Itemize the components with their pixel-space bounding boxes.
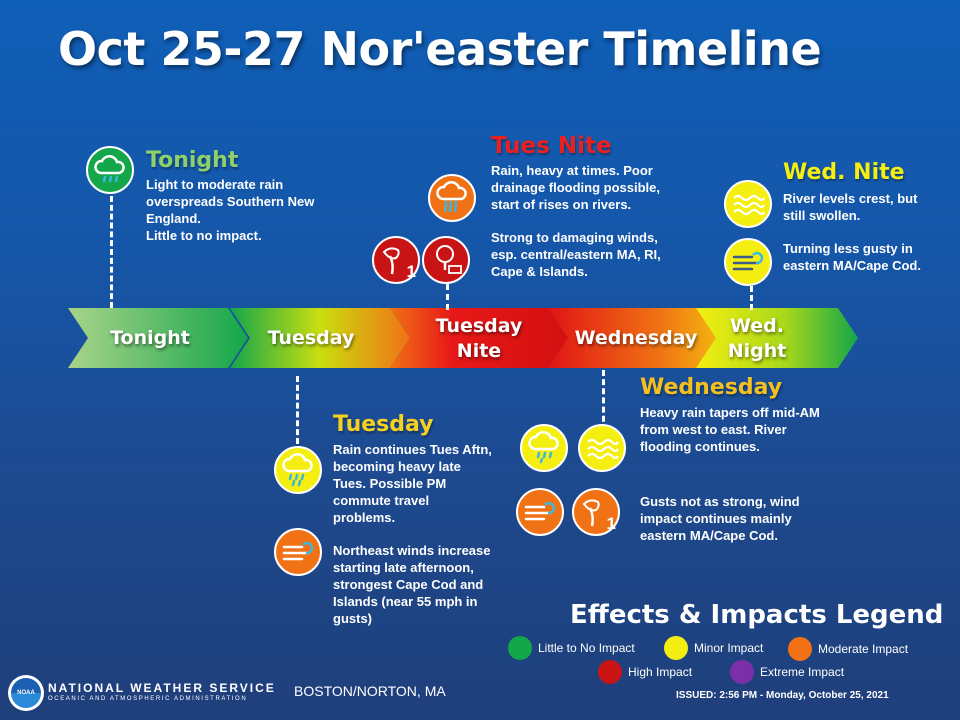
connector-tuesday — [296, 376, 299, 444]
noaa-logo-text: NOAA — [17, 690, 35, 696]
legend-dot-green — [508, 636, 532, 660]
segment-label-tuesday-nite: Tuesday Nite — [435, 315, 523, 362]
wednesday-description: Heavy rain tapers off mid-AM from west t… — [640, 404, 840, 560]
tuesday-description: Rain continues Tues Aftn, becoming heavy… — [333, 441, 493, 643]
badge-number: 1 — [406, 262, 416, 281]
tonight-line-1: Light to moderate rain overspreads South… — [146, 177, 315, 226]
legend-item-moderate: Moderate Impact — [788, 637, 908, 661]
wed-nite-heading: Wed. Nite — [783, 160, 905, 185]
legend-label: Extreme Impact — [760, 665, 845, 679]
legend-label: Minor Impact — [694, 641, 764, 655]
connector-tonight — [110, 196, 113, 308]
bent-tree-icon: 1 — [572, 488, 620, 536]
segment-label-wed-night: Wed. Night — [727, 315, 787, 362]
badge-number: 1 — [606, 514, 616, 533]
heavy-rain-cloud-icon — [428, 174, 476, 222]
tonight-description: Light to moderate rain overspreads South… — [146, 176, 346, 244]
noaa-emblem-icon: NOAA — [11, 678, 41, 708]
tonight-line-2: Little to no impact. — [146, 228, 262, 243]
tues-nite-wind-text: Strong to damaging winds, esp. central/e… — [491, 230, 661, 279]
tuesday-wind-text: Northeast winds increase starting late a… — [333, 543, 491, 626]
timeline-segment-wednesday — [548, 308, 732, 368]
timeline-segment-tuesday-nite — [390, 308, 568, 368]
wed-nite-river-text: River levels crest, but still swollen. — [783, 191, 918, 223]
footer-agency-sub: OCEANIC AND ATMOSPHERIC ADMINISTRATION — [48, 696, 248, 702]
wed-nite-description: River levels crest, but still swollen. T… — [783, 190, 943, 290]
wednesday-rain-text: Heavy rain tapers off mid-AM from west t… — [640, 405, 820, 454]
footer-issued: ISSUED: 2:56 PM - Monday, October 25, 20… — [676, 690, 889, 701]
wed-nite-wind-text: Turning less gusty in eastern MA/Cape Co… — [783, 241, 921, 273]
timeline-segment-tuesday — [230, 308, 410, 368]
segment-label-tuesday: Tuesday — [267, 327, 355, 349]
page-title: Oct 25-27 Nor'easter Timeline — [58, 22, 822, 76]
legend-item-little: Little to No Impact — [508, 636, 635, 660]
legend-dot-purple — [730, 660, 754, 684]
tuesday-heading: Tuesday — [333, 412, 434, 437]
legend-title: Effects & Impacts Legend — [570, 600, 944, 630]
segment-label-wednesday: Wednesday — [574, 327, 698, 349]
legend-item-minor: Minor Impact — [664, 636, 763, 660]
footer-agency: NATIONAL WEATHER SERVICE — [48, 681, 276, 695]
legend-dot-red — [598, 660, 622, 684]
wednesday-wind-text: Gusts not as strong, wind impact continu… — [640, 494, 800, 543]
legend-item-extreme: Extreme Impact — [730, 660, 844, 684]
rain-cloud-icon — [86, 146, 134, 194]
fallen-tree-icon — [422, 236, 470, 284]
bent-tree-icon: 1 — [372, 236, 420, 284]
timeline-segment-wed-night — [696, 308, 858, 368]
tues-nite-rain-text: Rain, heavy at times. Poor drainage floo… — [491, 163, 661, 212]
legend-item-high: High Impact — [598, 660, 692, 684]
wind-icon — [274, 528, 322, 576]
water-waves-icon — [578, 424, 626, 472]
connector-wed-nite — [750, 286, 753, 310]
connector-wednesday — [602, 370, 605, 440]
timeline-segment-tonight — [68, 308, 248, 368]
tonight-heading: Tonight — [146, 148, 239, 173]
segment-label-tonight: Tonight — [110, 327, 190, 349]
legend-label: Little to No Impact — [538, 641, 635, 655]
legend-label: High Impact — [628, 665, 693, 679]
wind-icon — [516, 488, 564, 536]
water-waves-icon — [724, 180, 772, 228]
legend-dot-orange — [788, 637, 812, 661]
tues-nite-description: Rain, heavy at times. Poor drainage floo… — [491, 162, 687, 296]
wednesday-heading: Wednesday — [640, 375, 783, 400]
footer-office: BOSTON/NORTON, MA — [294, 683, 446, 699]
noaa-logo: NOAA — [8, 675, 44, 711]
rain-cloud-icon — [520, 424, 568, 472]
rain-cloud-icon — [274, 446, 322, 494]
legend-label: Moderate Impact — [818, 642, 909, 656]
connector-tues-nite — [446, 284, 449, 310]
tues-nite-heading: Tues Nite — [491, 133, 612, 159]
timeline-bar — [68, 308, 858, 368]
legend-dot-yellow — [664, 636, 688, 660]
wind-icon — [724, 238, 772, 286]
tuesday-rain-text: Rain continues Tues Aftn, becoming heavy… — [333, 442, 492, 525]
